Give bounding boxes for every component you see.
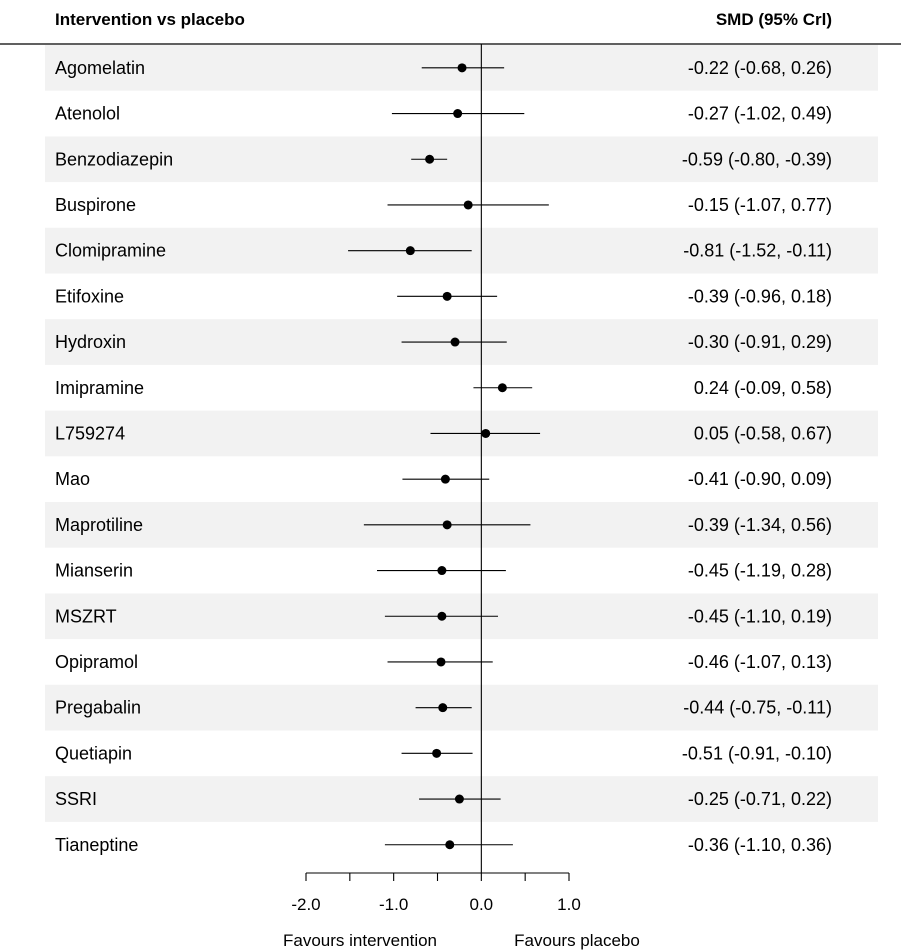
smd-value: -0.30 (-0.91, 0.29) (688, 332, 832, 352)
smd-value: -0.59 (-0.80, -0.39) (682, 149, 832, 169)
intervention-label: Clomipramine (55, 241, 166, 261)
intervention-label: Opipramol (55, 652, 138, 672)
smd-value: -0.39 (-0.96, 0.18) (688, 286, 832, 306)
smd-value: -0.81 (-1.52, -0.11) (683, 241, 832, 261)
intervention-label: Tianeptine (55, 835, 138, 855)
smd-value: -0.44 (-0.75, -0.11) (683, 698, 832, 718)
smd-value: -0.39 (-1.34, 0.56) (688, 515, 832, 535)
point-estimate (440, 474, 450, 484)
x-tick-label: -2.0 (291, 895, 320, 914)
smd-value: -0.46 (-1.07, 0.13) (688, 652, 832, 672)
point-estimate (442, 520, 452, 530)
smd-value: -0.15 (-1.07, 0.77) (688, 195, 832, 215)
point-estimate (436, 657, 446, 667)
header-intervention-label: Intervention vs placebo (55, 10, 245, 29)
point-estimate (454, 794, 464, 804)
point-estimate (497, 383, 507, 393)
point-estimate (437, 566, 447, 576)
smd-value: -0.45 (-1.10, 0.19) (688, 606, 832, 626)
intervention-label: Hydroxin (55, 332, 126, 352)
intervention-label: Atenolol (55, 104, 120, 124)
smd-value: -0.25 (-0.71, 0.22) (688, 789, 832, 809)
intervention-label: Mianserin (55, 561, 133, 581)
intervention-label: Etifoxine (55, 286, 124, 306)
intervention-label: Maprotiline (55, 515, 143, 535)
smd-value: -0.27 (-1.02, 0.49) (688, 104, 832, 124)
intervention-label: Benzodiazepin (55, 149, 173, 169)
point-estimate (438, 703, 448, 713)
row-stripe (45, 136, 878, 183)
x-tick-label: 1.0 (557, 895, 581, 914)
smd-value: -0.51 (-0.91, -0.10) (682, 743, 832, 763)
point-estimate (425, 154, 435, 164)
x-tick-label: 0.0 (470, 895, 494, 914)
point-estimate (457, 63, 467, 73)
intervention-label: Buspirone (55, 195, 136, 215)
point-estimate (445, 840, 455, 850)
intervention-label: Quetiapin (55, 743, 132, 763)
intervention-label: SSRI (55, 789, 97, 809)
smd-value: -0.36 (-1.10, 0.36) (688, 835, 832, 855)
x-tick-label: -1.0 (379, 895, 408, 914)
forest-rows: Agomelatin -0.22 (-0.68, 0.26) Atenolol -0.… (55, 58, 832, 855)
intervention-label: Agomelatin (55, 58, 145, 78)
point-estimate (437, 611, 447, 621)
smd-value: -0.41 (-0.90, 0.09) (688, 469, 832, 489)
point-estimate (432, 748, 442, 758)
point-estimate (463, 200, 473, 210)
smd-value: 0.24 (-0.09, 0.58) (694, 378, 832, 398)
smd-value: -0.22 (-0.68, 0.26) (688, 58, 832, 78)
smd-value: -0.45 (-1.19, 0.28) (688, 561, 832, 581)
intervention-label: Pregabalin (55, 698, 141, 718)
header-smd-label: SMD (95% Crl) (716, 10, 832, 29)
point-estimate (405, 246, 415, 256)
point-estimate (442, 291, 452, 301)
intervention-label: L759274 (55, 423, 125, 443)
point-estimate (481, 428, 491, 438)
point-estimate (453, 109, 463, 119)
favours-intervention-label: Favours intervention (283, 931, 437, 950)
smd-value: 0.05 (-0.58, 0.67) (694, 423, 832, 443)
x-axis: -2.0 -1.0 0.0 1.0 (291, 44, 581, 914)
intervention-label: Imipramine (55, 378, 144, 398)
intervention-label: MSZRT (55, 606, 117, 626)
intervention-label: Mao (55, 469, 90, 489)
favours-placebo-label: Favours placebo (514, 931, 640, 950)
point-estimate (450, 337, 460, 347)
